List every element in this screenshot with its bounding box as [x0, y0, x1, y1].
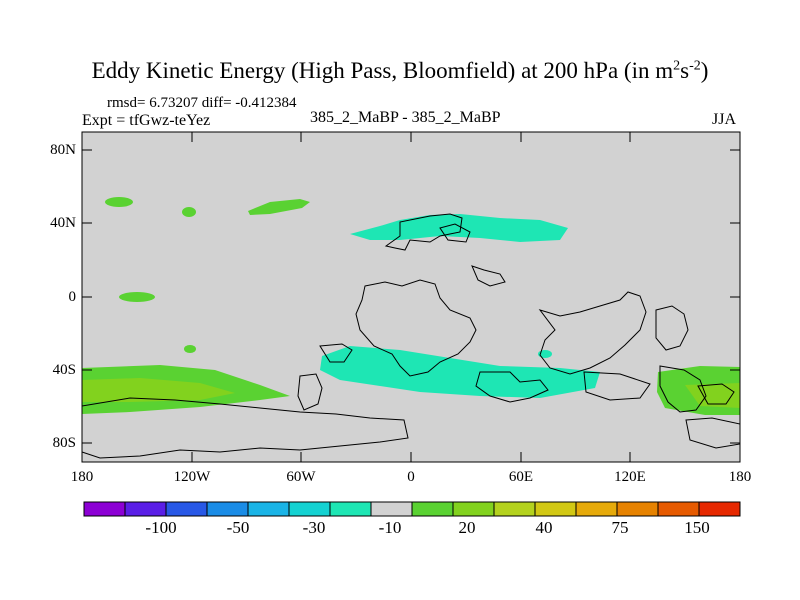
colorbar-swatch-9	[452, 501, 495, 517]
colorbar-label-75: 75	[611, 518, 629, 537]
coast-europe	[384, 213, 463, 251]
colorbar-label-neg10: -10	[378, 518, 402, 537]
colorbar-swatch-14	[657, 501, 700, 517]
coast-pacific-island	[697, 383, 735, 405]
lon-label-60e: 60E	[508, 469, 534, 485]
positive-area-nw-pacific	[105, 197, 133, 207]
title-sup2: -2	[689, 58, 701, 74]
map-background	[82, 132, 740, 462]
lat-label-40n: 40N	[50, 215, 76, 231]
colorbar-swatch-6	[329, 501, 372, 517]
lon-label-120e: 120E	[614, 469, 646, 485]
coast-arabia	[471, 265, 506, 287]
colorbar-swatch-15	[698, 501, 741, 517]
colorbar-swatch-11	[534, 501, 577, 517]
coast-south-america-tip	[297, 373, 323, 411]
colorbar-label-neg30: -30	[302, 518, 326, 537]
positive-areas	[82, 197, 740, 415]
colorbar-swatch-10	[493, 501, 536, 517]
lat-label-0: 0	[68, 289, 77, 305]
lon-label-0: 0	[407, 469, 415, 485]
positive-area-n-pacific-small	[182, 207, 196, 217]
colorbar-label-neg100: -100	[145, 518, 177, 537]
coast-new-zealand-region	[659, 365, 707, 413]
colorbar-label-150: 150	[684, 518, 710, 537]
lat-ticks	[82, 149, 740, 444]
colorbar-swatch-1	[124, 501, 167, 517]
negative-area-southern-ocean	[320, 346, 600, 398]
positive-area-tropical	[184, 345, 196, 353]
title-mid: s	[680, 58, 690, 83]
title-sup1: 2	[673, 58, 681, 74]
colorbar-swatch-3	[206, 501, 249, 517]
coast-asia-maritime	[538, 291, 647, 375]
colorbar-label-neg50: -50	[226, 518, 250, 537]
colorbar-swatch-2	[165, 501, 208, 517]
colorbar	[83, 501, 741, 517]
title-main: Eddy Kinetic Energy (High Pass, Bloomfie…	[91, 58, 674, 83]
coast-atlantic-island	[319, 343, 353, 363]
coastlines	[81, 213, 741, 459]
colorbar-label-20: 20	[458, 518, 476, 537]
coast-australia-east	[583, 371, 651, 401]
colorbar-swatch-4	[247, 501, 290, 517]
coast-new-guinea	[655, 305, 689, 351]
title-end: )	[700, 58, 709, 83]
lon-ticks	[81, 132, 741, 462]
positive-area-s-pacific-east-core	[685, 383, 740, 408]
lon-label-180e: 180	[728, 469, 752, 485]
season-label: JJA	[712, 111, 737, 128]
colorbar-label-40: 40	[535, 518, 553, 537]
expt-label: Expt = tfGwz-teYez	[82, 112, 211, 129]
colorbar-swatch-7	[370, 501, 413, 517]
lon-label-180w: 180	[70, 469, 94, 485]
lon-label-60w: 60W	[286, 469, 316, 485]
colorbar-swatch-0	[83, 501, 126, 517]
plot-title: Eddy Kinetic Energy (High Pass, Bloomfie…	[0, 58, 800, 84]
lat-label-80s: 80S	[52, 435, 76, 451]
center-label: 385_2_MaBP - 385_2_MaBP	[310, 109, 501, 126]
coast-scandinavia	[439, 223, 471, 243]
lon-label-120w: 120W	[173, 469, 211, 485]
coast-antarctica	[81, 397, 409, 459]
colorbar-swatch-13	[616, 501, 659, 517]
colorbar-swatch-8	[411, 501, 454, 517]
lat-label-40s: 40S	[52, 362, 76, 378]
colorbar-swatch-5	[288, 501, 331, 517]
positive-area-ne-pacific	[248, 199, 310, 215]
coast-australia-south	[475, 371, 549, 403]
colorbar-swatch-12	[575, 501, 618, 517]
positive-area-s-pacific-west-core	[82, 378, 235, 402]
stats-text: rmsd= 6.73207 diff= -0.412384	[107, 95, 297, 111]
lat-label-80n: 80N	[50, 142, 76, 158]
positive-area-eq-pacific	[119, 292, 155, 302]
coast-africa	[355, 279, 477, 377]
